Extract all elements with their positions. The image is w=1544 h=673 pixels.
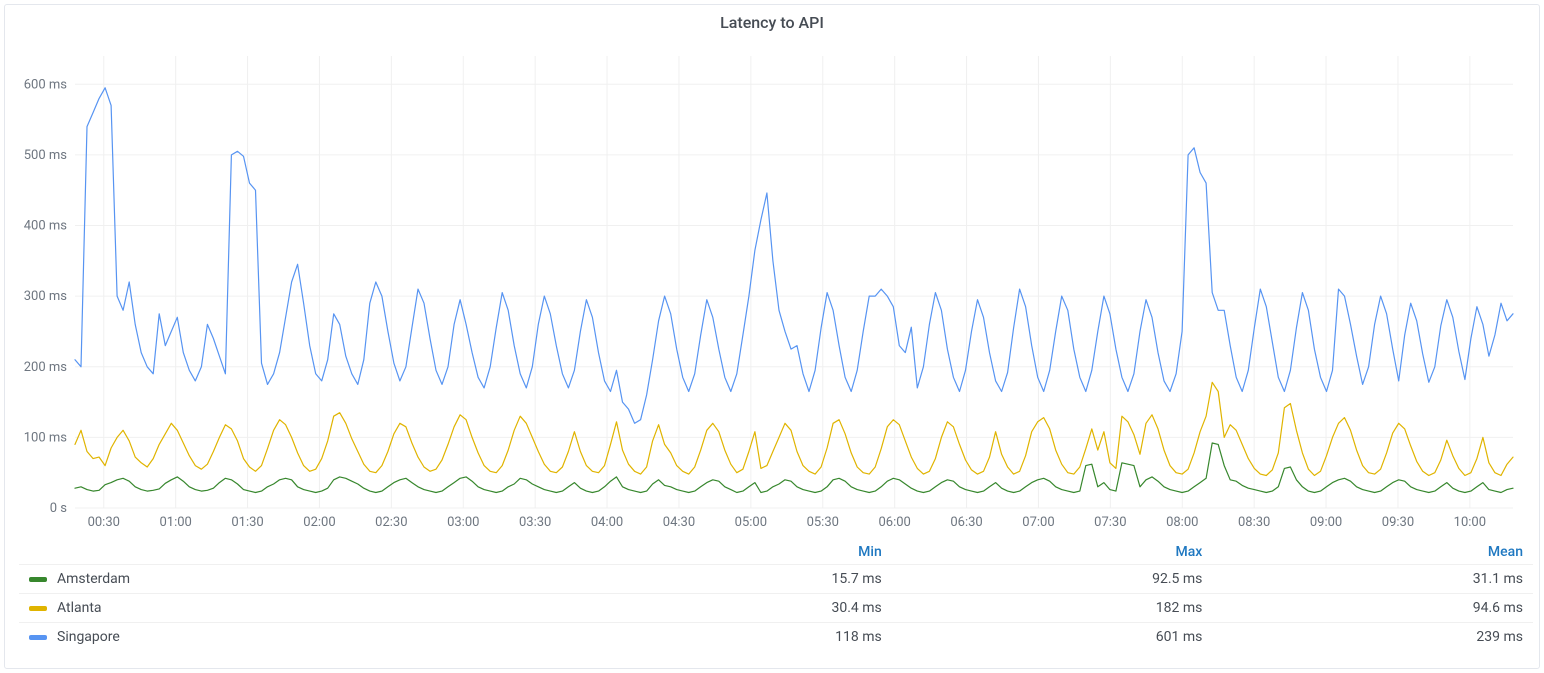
legend-series-name[interactable]: Amsterdam [19,565,571,594]
legend-header-empty [19,540,571,565]
legend-mean: 31.1 ms [1212,565,1533,594]
svg-text:09:00: 09:00 [1310,515,1342,530]
svg-text:500 ms: 500 ms [24,148,68,163]
legend-row[interactable]: Amsterdam 15.7 ms92.5 ms31.1 ms [19,565,1533,594]
svg-text:200 ms: 200 ms [24,360,68,375]
legend-max: 182 ms [892,594,1213,623]
legend-label: Amsterdam [57,571,130,587]
svg-text:02:00: 02:00 [303,515,335,530]
svg-text:08:00: 08:00 [1166,515,1198,530]
legend-mean: 239 ms [1212,623,1533,652]
legend-header-row: Min Max Mean [19,540,1533,565]
legend-min: 118 ms [571,623,892,652]
svg-text:0 s: 0 s [50,501,68,516]
legend-min: 15.7 ms [571,565,892,594]
series-line [75,443,1513,493]
svg-text:03:30: 03:30 [519,515,551,530]
svg-text:00:30: 00:30 [88,515,120,530]
svg-text:04:00: 04:00 [591,515,623,530]
legend-row[interactable]: Singapore 118 ms601 ms239 ms [19,623,1533,652]
legend-row[interactable]: Atlanta 30.4 ms182 ms94.6 ms [19,594,1533,623]
legend-table: Min Max Mean Amsterdam 15.7 ms92.5 ms31.1… [19,540,1533,651]
svg-text:05:00: 05:00 [735,515,767,530]
svg-text:01:30: 01:30 [231,515,263,530]
legend-series-name[interactable]: Singapore [19,623,571,652]
svg-text:06:00: 06:00 [878,515,910,530]
svg-text:600 ms: 600 ms [24,77,68,92]
legend-label: Atlanta [57,600,102,616]
svg-text:08:30: 08:30 [1238,515,1270,530]
svg-text:10:00: 10:00 [1454,515,1486,530]
svg-text:100 ms: 100 ms [24,430,68,445]
svg-text:400 ms: 400 ms [24,219,68,234]
legend-swatch [29,577,47,582]
legend-swatch [29,606,47,611]
svg-text:07:30: 07:30 [1094,515,1126,530]
svg-text:06:30: 06:30 [950,515,982,530]
latency-line-chart: 00:30 01:00 01:30 02:00 02:30 03:00 03:30 04:00… [5,36,1525,536]
series-line [75,88,1513,424]
svg-text:300 ms: 300 ms [24,289,68,304]
legend-mean: 94.6 ms [1212,594,1533,623]
latency-panel: Latency to API 00:30 01:00 01:30 02:00 02:30… [4,4,1540,669]
svg-text:03:00: 03:00 [447,515,479,530]
legend-max: 601 ms [892,623,1213,652]
svg-text:02:30: 02:30 [375,515,407,530]
legend-header-max[interactable]: Max [892,540,1213,565]
legend-series-name[interactable]: Atlanta [19,594,571,623]
legend-label: Singapore [57,629,120,645]
legend-max: 92.5 ms [892,565,1213,594]
legend-min: 30.4 ms [571,594,892,623]
legend-header-mean[interactable]: Mean [1212,540,1533,565]
legend-header-min[interactable]: Min [571,540,892,565]
svg-text:09:30: 09:30 [1382,515,1414,530]
panel-title: Latency to API [5,5,1539,36]
svg-text:01:00: 01:00 [159,515,191,530]
legend-swatch [29,635,47,640]
svg-text:07:00: 07:00 [1022,515,1054,530]
chart-area[interactable]: 00:30 01:00 01:30 02:00 02:30 03:00 03:30 04:00… [5,36,1539,536]
svg-text:05:30: 05:30 [807,515,839,530]
svg-text:04:30: 04:30 [663,515,695,530]
series-line [75,382,1513,475]
